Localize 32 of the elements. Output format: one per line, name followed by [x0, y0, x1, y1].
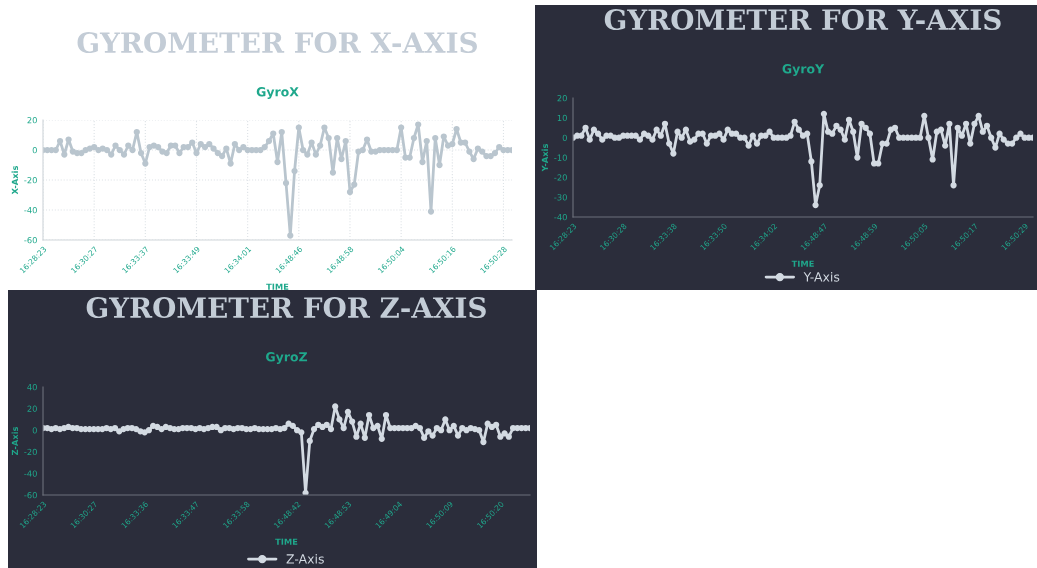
y-tick-label: 10 — [557, 114, 567, 122]
y-tick-label: -20 — [554, 174, 567, 181]
y-tick-label: -60 — [24, 491, 37, 499]
chart-title: GYROMETER FOR Z-AXIS — [86, 297, 486, 319]
chart-subtitle: GyroZ — [266, 352, 308, 365]
y-axis-title: X-Axis — [11, 165, 19, 195]
legend-label: Y-Axis — [803, 271, 840, 282]
x-axis-title: TIME — [791, 260, 814, 267]
y-tick-label: 20 — [27, 405, 37, 412]
y-tick-label: -40 — [554, 213, 567, 221]
y-tick-label: 0 — [32, 427, 37, 434]
y-tick-label: 20 — [557, 94, 567, 102]
legend-label: Z-Axis — [286, 553, 324, 564]
chart-title: GYROMETER FOR Y-AXIS — [604, 9, 1001, 31]
x-axis-title: TIME — [275, 538, 298, 545]
y-tick-label: -20 — [24, 176, 37, 184]
y-tick-label: -10 — [554, 154, 567, 161]
y-tick-label: 0 — [562, 134, 567, 141]
y-tick-label: -40 — [24, 470, 37, 477]
x-axis-title: TIME — [266, 283, 289, 290]
y-tick-label: 40 — [27, 383, 37, 391]
y-tick-label: -60 — [24, 236, 37, 244]
y-tick-label: 0 — [32, 146, 37, 154]
chart-subtitle: GyroX — [256, 87, 299, 100]
y-axis-title: Z-Axis — [11, 426, 19, 456]
y-tick-label: -20 — [24, 448, 37, 456]
y-tick-label: 20 — [27, 116, 37, 124]
y-tick-label: -30 — [554, 194, 567, 201]
y-axis-title: Y-Axis — [541, 143, 549, 172]
chart-title: GYROMETER FOR X-AXIS — [77, 32, 477, 54]
chart-subtitle: GyroY — [782, 64, 825, 77]
y-tick-label: -40 — [24, 206, 37, 214]
